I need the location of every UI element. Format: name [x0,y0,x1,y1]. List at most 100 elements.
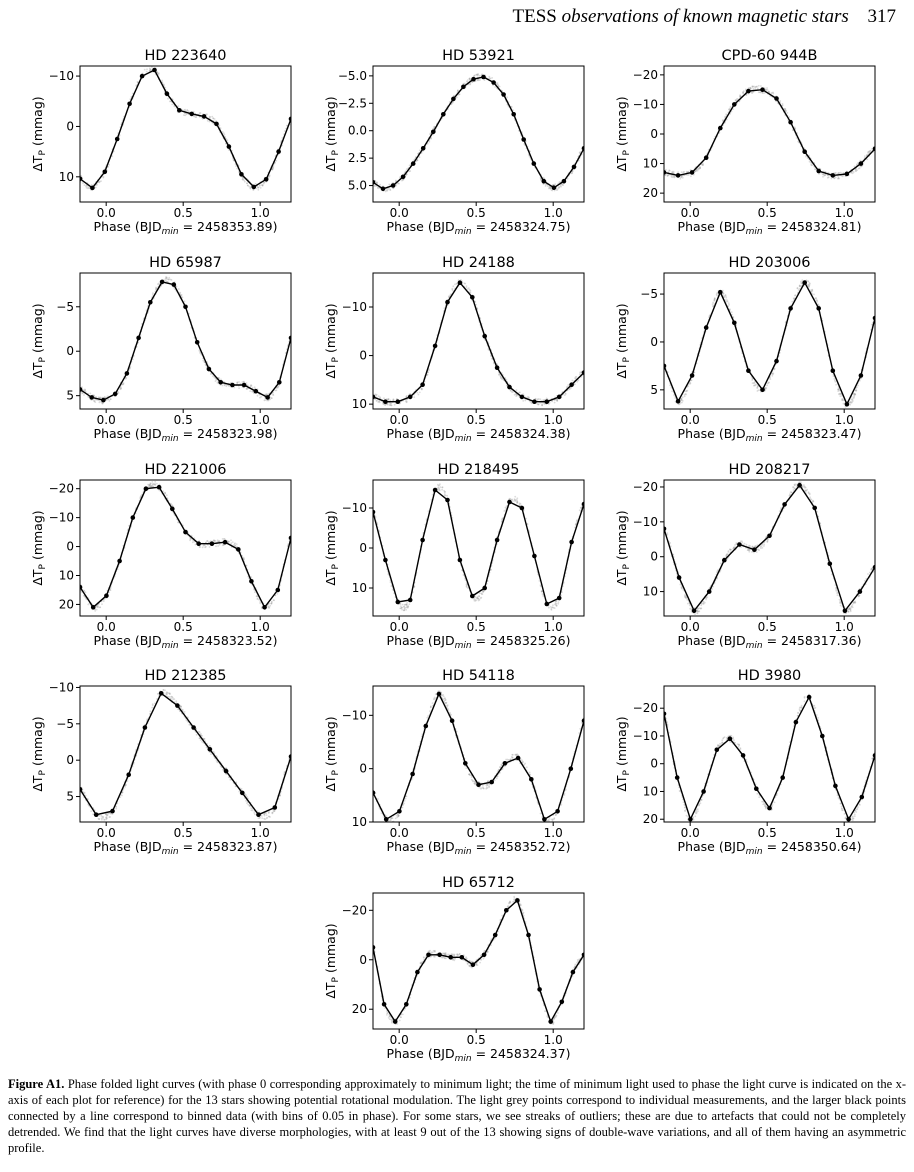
measurement-point [185,113,188,116]
measurement-point [558,181,561,184]
measurement-point [560,591,563,593]
measurement-point [93,400,96,403]
measurement-point [839,395,842,397]
measurement-point [267,606,270,609]
measurement-point [378,530,381,533]
binned-point [432,487,438,493]
y-axis-label: ΔTP (mmag) [614,303,632,378]
measurement-point [834,176,837,179]
measurement-point [870,568,872,571]
measurement-point [387,398,389,401]
measurement-point [556,188,559,191]
measurement-point [403,604,406,606]
measurement-point [702,164,704,166]
measurement-point [511,498,514,501]
individual-measurements [664,279,875,408]
measurement-point [570,386,572,389]
measurement-point [401,606,404,609]
measurement-point [181,296,184,299]
measurement-point [405,400,408,403]
measurement-point [514,499,516,502]
measurement-point [837,388,840,391]
y-tick-label: 0 [650,550,658,564]
x-axis-label: Phase (BJDmin = 2458317.36) [678,633,862,651]
measurement-point [425,518,428,521]
measurement-point [466,80,468,83]
measurement-point [235,543,238,545]
measurement-point [97,606,100,609]
measurement-point [454,283,456,286]
measurement-point [165,693,168,696]
measurement-point [267,399,270,402]
measurement-point [723,296,726,299]
measurement-point [680,397,683,400]
measurement-point [765,387,768,390]
measurement-point [748,549,750,551]
measurement-point [833,177,835,180]
measurement-point [515,395,518,397]
measurement-point [841,395,843,397]
measurement-point [752,88,755,90]
measurement-point [735,542,738,544]
measurement-point [107,165,109,168]
measurement-point [724,294,727,296]
measurement-point [539,398,542,401]
measurement-point [856,386,858,389]
measurement-point [712,305,714,307]
binned-point [703,325,709,330]
measurement-point [719,562,722,565]
measurement-point [516,500,519,503]
measurement-point [791,300,794,303]
measurement-point [474,301,477,303]
measurement-point [840,393,842,396]
measurement-point [274,389,277,392]
measurement-point [132,358,134,361]
measurement-point [753,85,755,88]
measurement-point [751,377,754,380]
measurement-point [817,304,820,306]
x-tick-label: 0.5 [174,413,193,427]
measurement-point [556,400,559,402]
measurement-point [275,159,278,162]
measurement-point [111,155,114,158]
measurement-point [574,526,576,529]
measurement-point [448,101,451,103]
measurement-point [252,189,255,191]
measurement-point [816,300,819,303]
measurement-point [405,606,408,608]
measurement-point [541,403,543,406]
measurement-point [389,404,391,407]
measurement-point [448,295,451,297]
y-tick-label: −20 [49,482,74,496]
binned-point [664,526,667,532]
measurement-point [551,606,554,609]
measurement-point [751,545,754,548]
measurement-point [477,79,480,82]
measurement-point [798,284,801,287]
x-tick-label: 0.0 [681,620,700,634]
measurement-point [772,91,775,94]
measurement-point [416,159,419,162]
measurement-point [451,288,454,291]
measurement-point [841,397,844,400]
measurement-point [99,606,102,609]
x-axis-label: Phase (BJDmin = 2458323.52) [94,633,278,651]
measurement-point [830,177,833,180]
measurement-point [384,404,386,406]
measurement-point [698,607,701,610]
measurement-point [387,573,390,576]
measurement-point [539,402,542,404]
measurement-point [403,609,405,612]
measurement-point [186,109,189,112]
measurement-point [772,373,774,375]
measurement-point [850,402,853,404]
measurement-point [736,98,738,100]
measurement-point [851,604,854,606]
measurement-point [755,86,757,88]
measurement-point [580,371,583,374]
measurement-point [835,589,838,592]
measurement-point [148,483,151,486]
measurement-point [696,610,699,612]
measurement-point [854,389,857,391]
measurement-point [509,498,512,500]
